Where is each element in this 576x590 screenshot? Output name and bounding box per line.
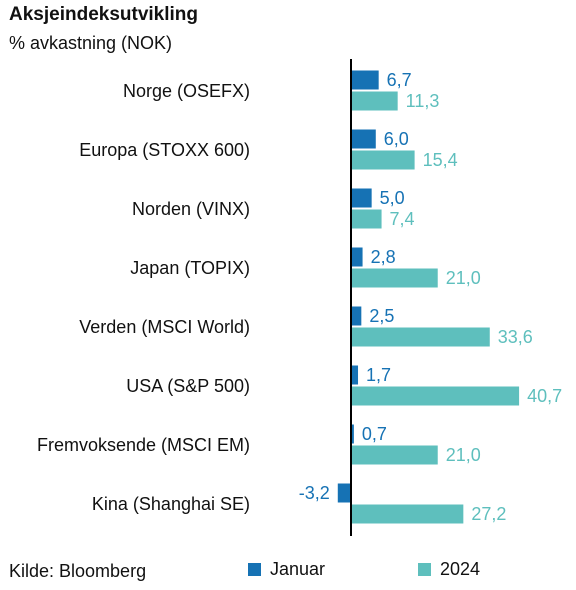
data-label-2024: 21,0 <box>446 445 481 465</box>
chart-title: Aksjeindeksutvikling <box>9 4 199 25</box>
data-label-2024: 40,7 <box>527 386 562 406</box>
category-label: Europa (STOXX 600) <box>79 140 250 160</box>
bar-januar <box>351 70 379 90</box>
data-label-2024: 11,3 <box>406 91 440 111</box>
category-label: Kina (Shanghai SE) <box>92 494 250 514</box>
legend-swatch-januar <box>248 563 261 576</box>
legend-label-januar: Januar <box>270 559 326 579</box>
data-label-januar: 1,7 <box>366 365 391 385</box>
legend-label-2024: 2024 <box>440 559 481 579</box>
data-label-januar: -3,2 <box>299 483 330 503</box>
data-label-januar: 0,7 <box>362 424 387 444</box>
legend-item-januar: Januar <box>248 559 325 580</box>
category-label: Norden (VINX) <box>132 199 250 219</box>
bar-2024 <box>351 91 398 111</box>
bar-januar <box>351 247 363 267</box>
bar-2024 <box>351 445 438 465</box>
category-label: Fremvoksende (MSCI EM) <box>37 435 250 455</box>
category-label: Norge (OSEFX) <box>123 81 250 101</box>
category-label: Japan (TOPIX) <box>130 258 250 278</box>
bar-januar <box>351 365 359 385</box>
bar-januar <box>351 188 372 208</box>
category-label: USA (S&P 500) <box>126 376 250 396</box>
data-label-januar: 2,8 <box>371 247 396 267</box>
data-label-januar: 2,5 <box>369 306 394 326</box>
data-label-januar: 6,0 <box>384 129 409 149</box>
bar-2024 <box>351 150 415 170</box>
chart-subtitle: % avkastning (NOK) <box>9 33 173 53</box>
data-label-januar: 5,0 <box>380 188 405 208</box>
bar-2024 <box>351 327 490 347</box>
bar-januar <box>351 129 376 149</box>
legend-swatch-2024 <box>418 563 431 576</box>
bar-januar <box>351 424 354 444</box>
bar-2024 <box>351 504 464 524</box>
bar-2024 <box>351 386 520 406</box>
legend-item-2024: 2024 <box>418 559 480 580</box>
bar-2024 <box>351 209 382 229</box>
data-label-2024: 27,2 <box>471 504 506 524</box>
data-label-2024: 21,0 <box>446 268 481 288</box>
bar-januar <box>337 483 351 503</box>
category-label: Verden (MSCI World) <box>79 317 250 337</box>
data-label-2024: 33,6 <box>498 327 533 347</box>
bar-2024 <box>351 268 438 288</box>
data-label-januar: 6,7 <box>387 70 412 90</box>
bar-januar <box>351 306 362 326</box>
data-label-2024: 7,4 <box>390 209 415 229</box>
source-note: Kilde: Bloomberg <box>9 561 147 581</box>
data-label-2024: 15,4 <box>423 150 458 170</box>
